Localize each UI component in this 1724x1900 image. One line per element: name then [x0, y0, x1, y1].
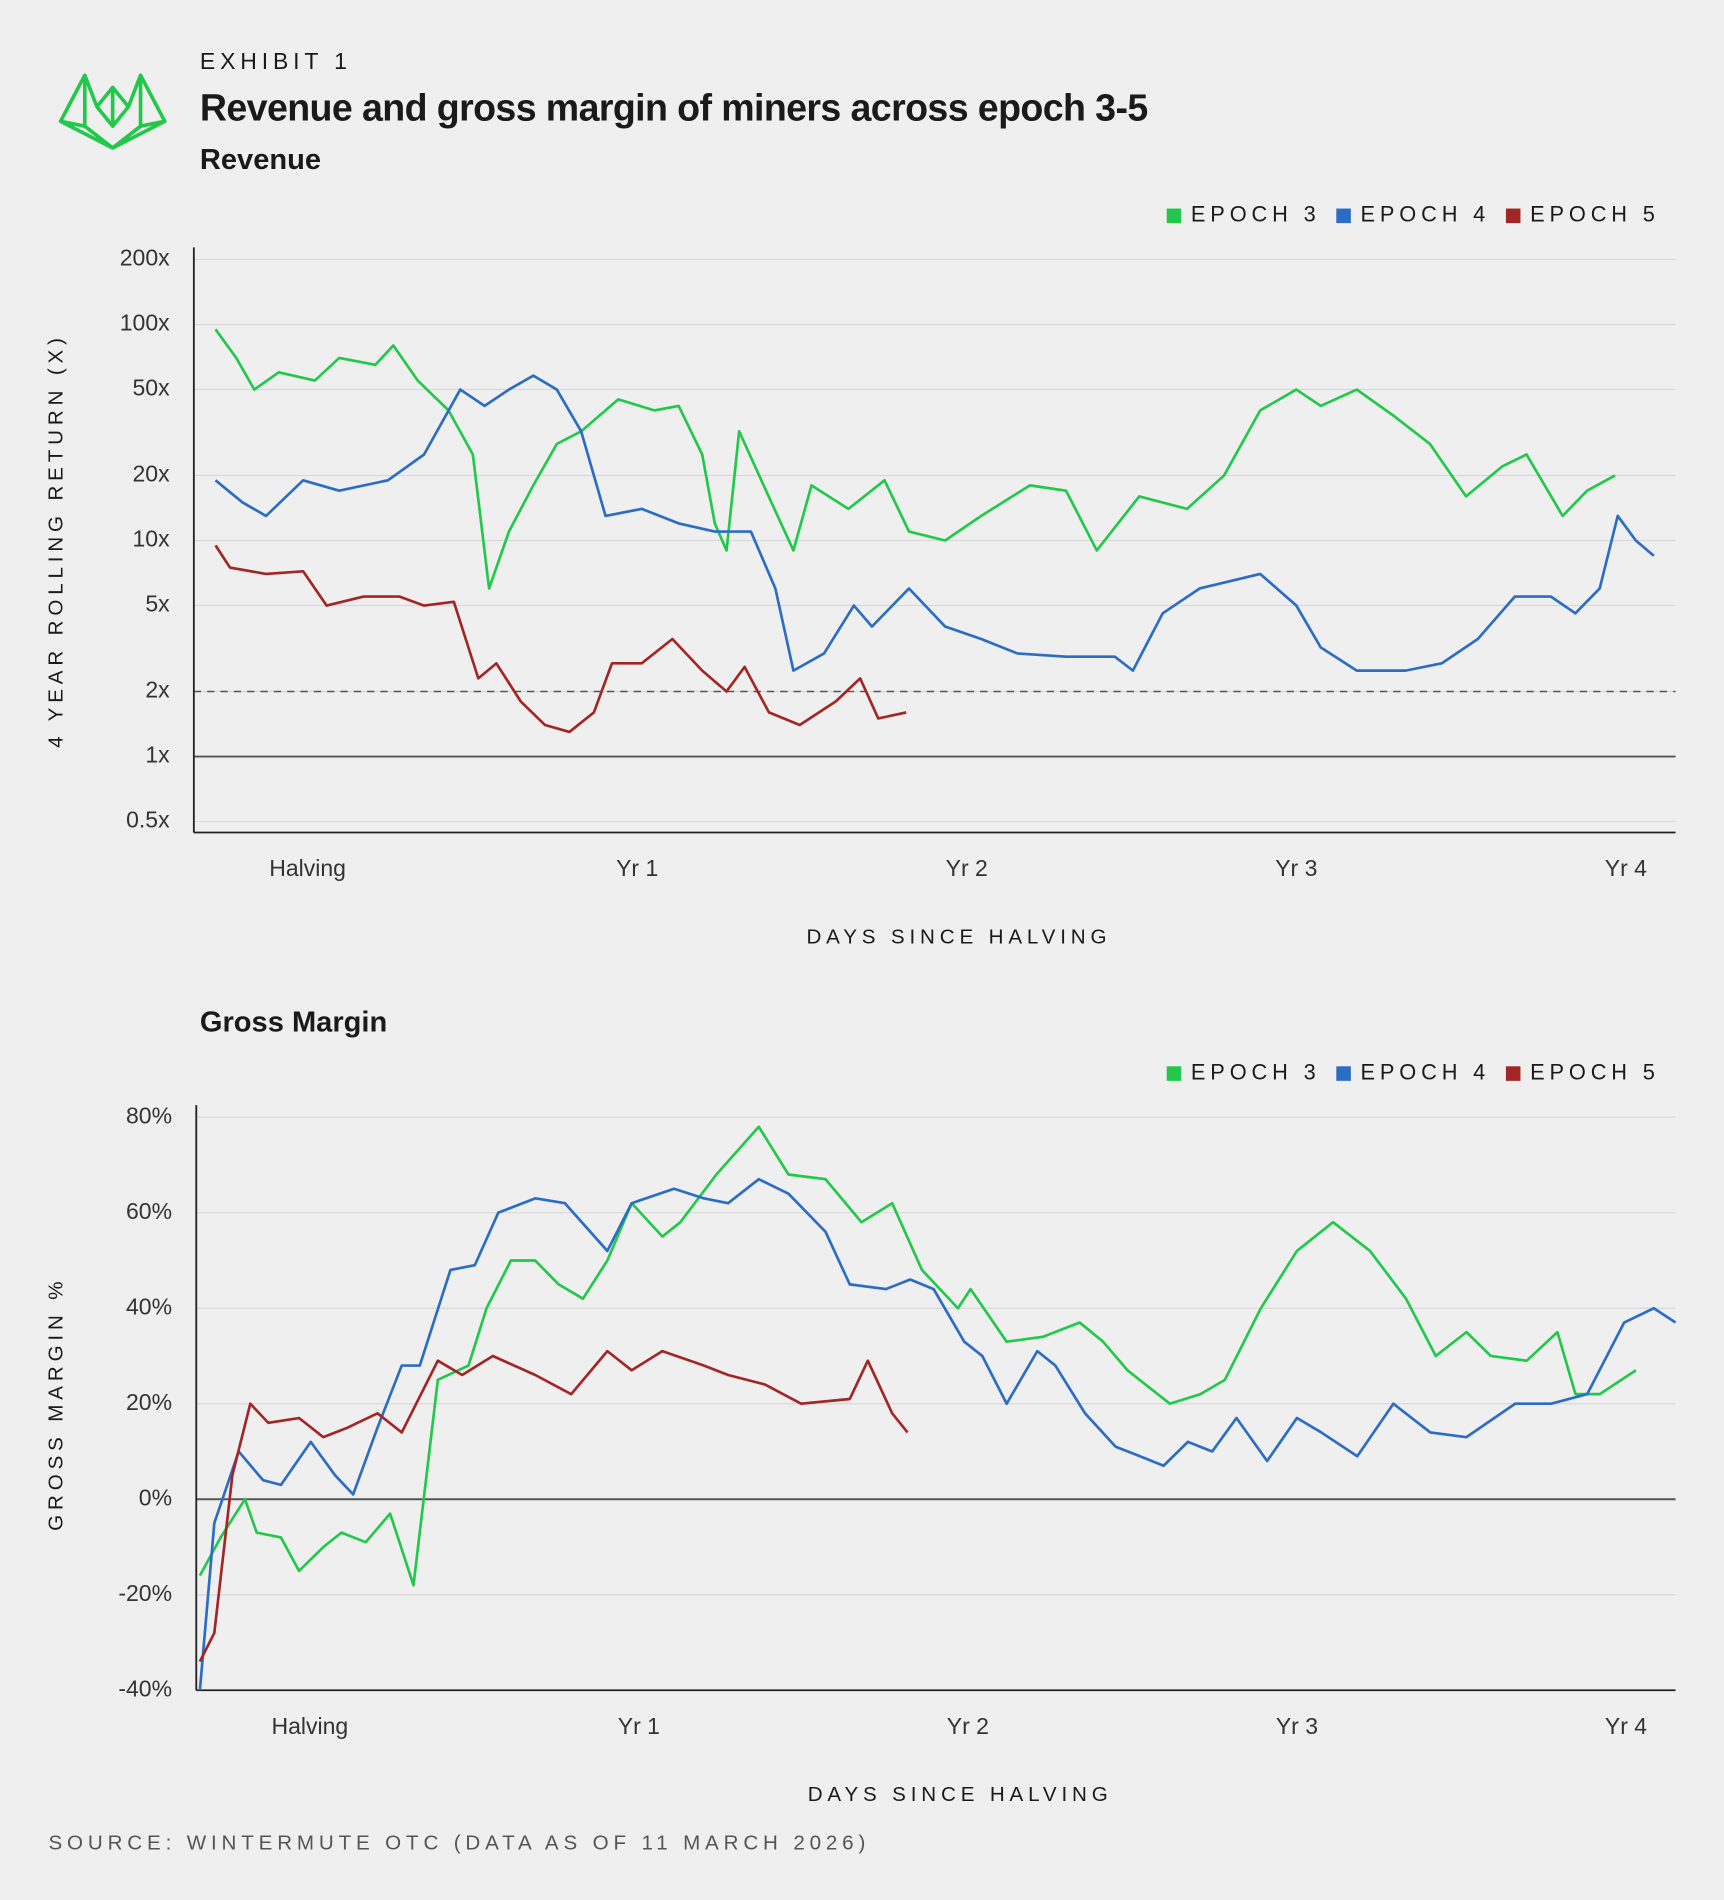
series-line: [214, 328, 1616, 590]
legend-label: EPOCH 3: [1191, 202, 1321, 227]
y-tick-label: 0%: [139, 1484, 172, 1510]
y-tick-label: 1x: [145, 742, 170, 768]
exhibit-label: EXHIBIT 1: [200, 48, 352, 74]
series-line: [198, 1125, 1637, 1587]
y-tick-label: 20%: [126, 1389, 172, 1415]
x-tick-label: Yr 4: [1605, 855, 1647, 881]
y-axis-title: GROSS MARGIN %: [44, 1277, 67, 1531]
y-tick-label: 40%: [126, 1293, 172, 1319]
logo: [58, 73, 167, 150]
legend-label: EPOCH 4: [1361, 1059, 1491, 1084]
y-tick-label: 200x: [120, 245, 170, 271]
legend-label: EPOCH 4: [1361, 202, 1491, 227]
legend-swatch: [1336, 208, 1351, 224]
source-note: SOURCE: WINTERMUTE OTC (DATA AS OF 11 MA…: [48, 1832, 870, 1855]
y-tick-label: 0.5x: [126, 807, 170, 833]
x-tick-label: Halving: [271, 1713, 348, 1739]
legend-swatch: [1336, 1066, 1351, 1081]
legend-swatch: [1505, 1066, 1521, 1081]
x-tick-label: Yr 2: [946, 855, 988, 881]
y-tick-label: 5x: [145, 591, 170, 617]
x-tick-label: Yr 1: [616, 855, 658, 881]
legend-swatch: [1505, 208, 1521, 224]
y-tick-label: 60%: [126, 1198, 172, 1224]
y-tick-label: -40%: [118, 1675, 172, 1701]
x-tick-label: Yr 2: [947, 1713, 989, 1739]
x-tick-label: Yr 4: [1605, 1713, 1647, 1739]
y-tick-label: 10x: [133, 526, 171, 552]
legend-label: EPOCH 3: [1191, 1059, 1321, 1084]
series-line: [198, 1349, 909, 1663]
x-tick-label: Yr 3: [1276, 1713, 1318, 1739]
x-tick-label: Yr 1: [618, 1713, 660, 1739]
series-line: [198, 1177, 1677, 1691]
y-tick-label: -20%: [118, 1580, 172, 1606]
y-tick-label: 20x: [133, 461, 171, 487]
legend-swatch: [1166, 208, 1182, 224]
x-tick-label: Yr 3: [1275, 855, 1317, 881]
chart-title: Revenue: [200, 144, 321, 176]
x-axis-title: DAYS SINCE HALVING: [808, 1783, 1113, 1806]
x-tick-label: Halving: [269, 855, 346, 881]
legend-label: EPOCH 5: [1530, 202, 1660, 227]
x-axis-title: DAYS SINCE HALVING: [806, 925, 1111, 948]
legend-swatch: [1166, 1066, 1182, 1081]
y-tick-label: 50x: [133, 375, 171, 401]
y-tick-label: 100x: [120, 310, 170, 336]
page-title: Revenue and gross margin of miners acros…: [200, 86, 1148, 128]
y-tick-label: 80%: [126, 1102, 172, 1128]
series-line: [214, 544, 907, 734]
y-tick-label: 2x: [145, 677, 170, 703]
series-line: [214, 374, 1655, 672]
y-axis-title: 4 YEAR ROLLING RETURN (X): [44, 333, 67, 748]
legend-label: EPOCH 5: [1530, 1059, 1660, 1084]
chart-title: Gross Margin: [200, 1007, 387, 1039]
